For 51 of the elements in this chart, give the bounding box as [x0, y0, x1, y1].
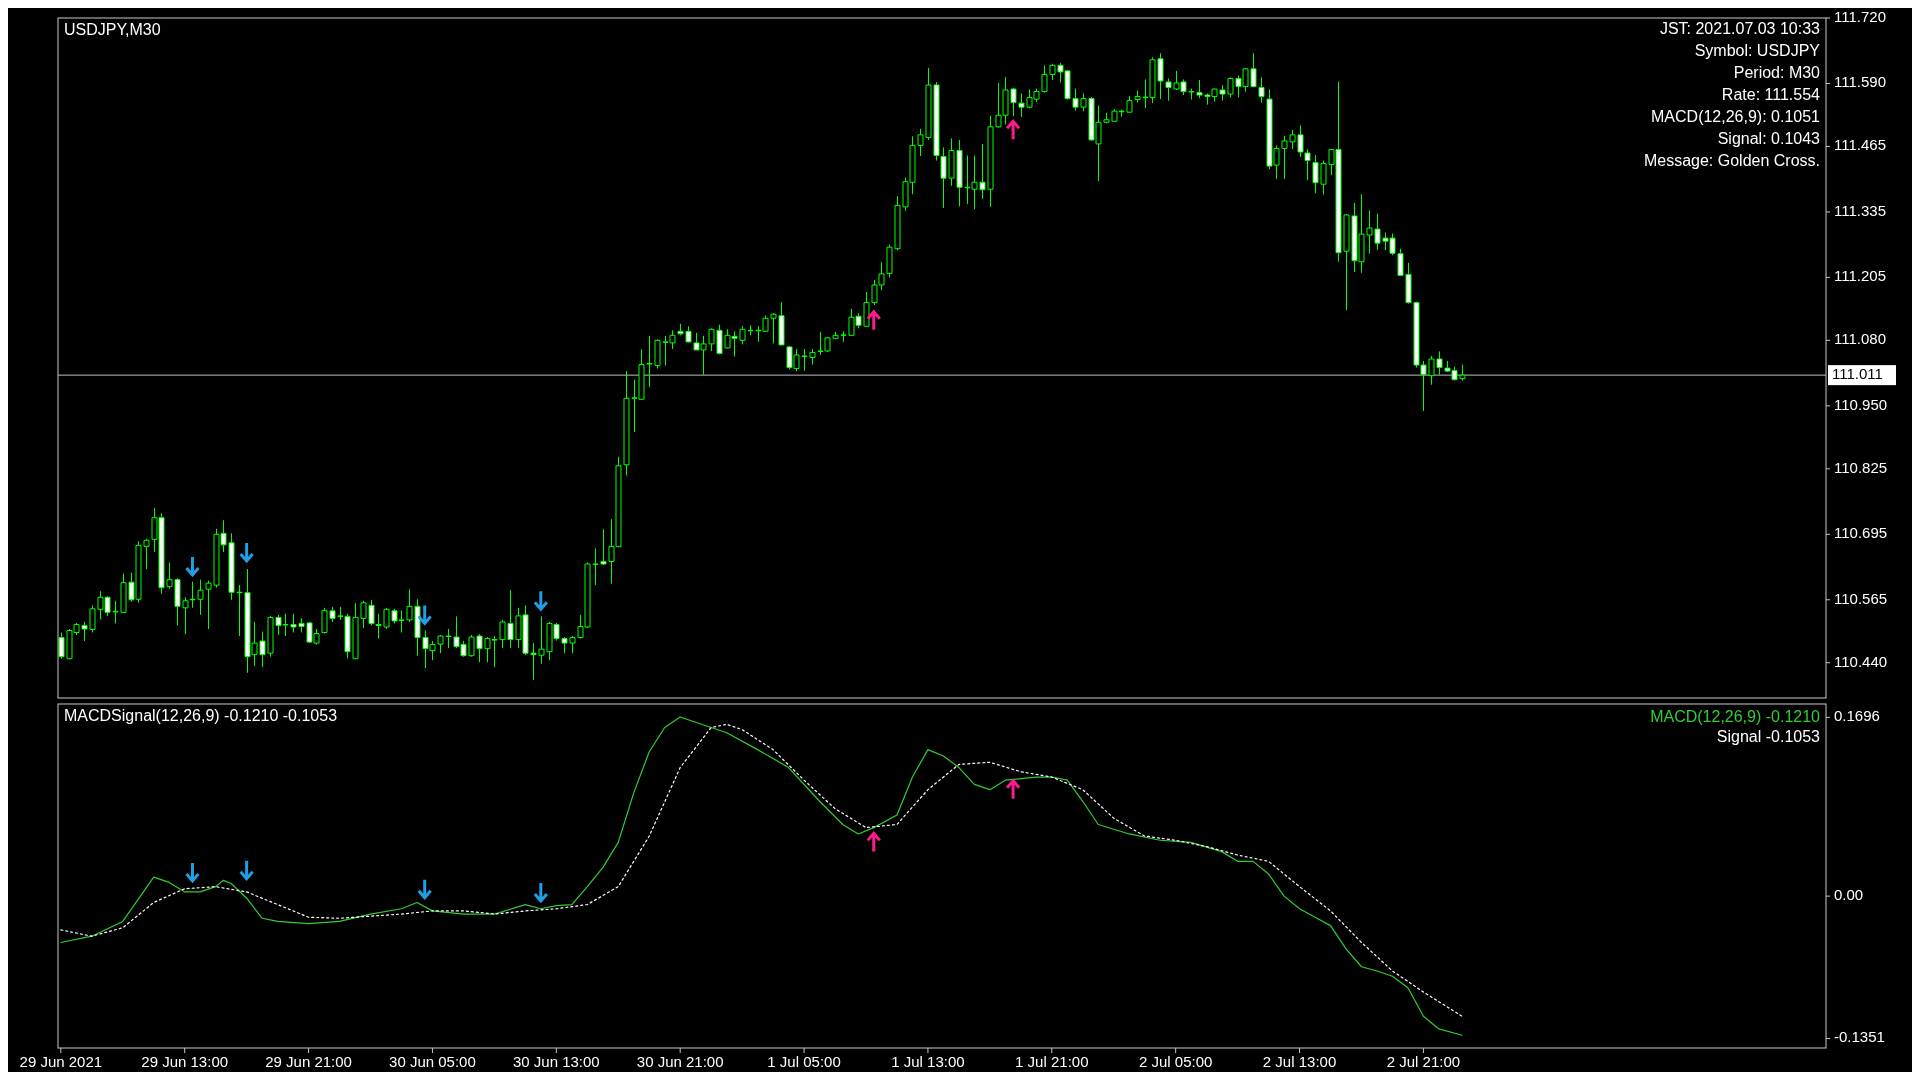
x-tick-label: 2 Jul 13:00 — [1262, 1053, 1337, 1070]
point — [533, 881, 549, 903]
annotation: Signal: 0.1043 — [1717, 130, 1821, 147]
point — [1005, 119, 1021, 141]
point — [184, 555, 200, 577]
annotation: Period: M30 — [1733, 64, 1821, 81]
y-tick-label: -0.1351 — [1834, 1028, 1885, 1046]
annotation: JST: 2021.07.03 10:33 — [1659, 20, 1821, 37]
point — [1005, 779, 1021, 801]
annotation: Message: Golden Cross. — [1643, 152, 1820, 169]
y-tick-label: 111.465 — [1834, 136, 1886, 154]
y-tick-label: 111.590 — [1834, 73, 1886, 91]
x-tick-label: 1 Jul 13:00 — [891, 1053, 965, 1070]
chart-title: MACDSignal(12,26,9) -0.1210 -0.1053 — [64, 707, 338, 724]
point — [533, 589, 549, 611]
y-tick-label: 0.00 — [1834, 886, 1864, 904]
annotation: Rate: 111.554 — [1721, 86, 1821, 103]
y-tick-label: 110.950 — [1834, 395, 1888, 413]
candlestick — [1258, 76, 1265, 104]
text: Signal -0.1053 — [1716, 728, 1821, 745]
point — [239, 859, 255, 881]
y-tick-label: 110.440 — [1834, 652, 1888, 670]
point — [417, 603, 433, 625]
point — [417, 878, 433, 900]
ref-line-label: 111.011 — [1832, 365, 1883, 383]
point — [239, 541, 255, 563]
y-tick-label: 111.720 — [1834, 7, 1886, 25]
x-tick-label: 1 Jul 21:00 — [1015, 1053, 1089, 1070]
x-tick-label: 30 Jun 13:00 — [512, 1053, 600, 1070]
y-tick-label: 111.080 — [1834, 330, 1886, 348]
y-tick-label: 111.205 — [1834, 267, 1886, 285]
x-tick-label: 1 Jul 05:00 — [767, 1053, 841, 1070]
x-tick-label: 29 Jun 2021 — [19, 1053, 103, 1070]
text: MACD(12,26,9) -0.1210 — [1650, 708, 1821, 725]
y-tick-label: 0.1696 — [1834, 707, 1880, 725]
point — [866, 831, 882, 853]
chart-title: USDJPY,M30 — [64, 21, 161, 38]
x-tick-label: 2 Jul 05:00 — [1138, 1053, 1213, 1070]
x-tick-label: 30 Jun 21:00 — [636, 1053, 724, 1070]
x-tick-label: 29 Jun 21:00 — [265, 1053, 352, 1070]
annotation: MACD(12,26,9): 0.1051 — [1651, 108, 1821, 125]
y-tick-label: 111.335 — [1834, 201, 1886, 219]
point — [866, 310, 882, 332]
annotation: Symbol: USDJPY — [1694, 42, 1821, 59]
x-tick-label: 29 Jun 13:00 — [141, 1053, 229, 1070]
x-tick-label: 30 Jun 05:00 — [389, 1053, 476, 1070]
y-tick-label: 110.565 — [1834, 589, 1888, 607]
y-tick-label: 110.695 — [1834, 524, 1888, 542]
y-tick-label: 110.825 — [1834, 458, 1888, 476]
x-tick-label: 2 Jul 21:00 — [1386, 1053, 1461, 1070]
point — [184, 861, 200, 883]
